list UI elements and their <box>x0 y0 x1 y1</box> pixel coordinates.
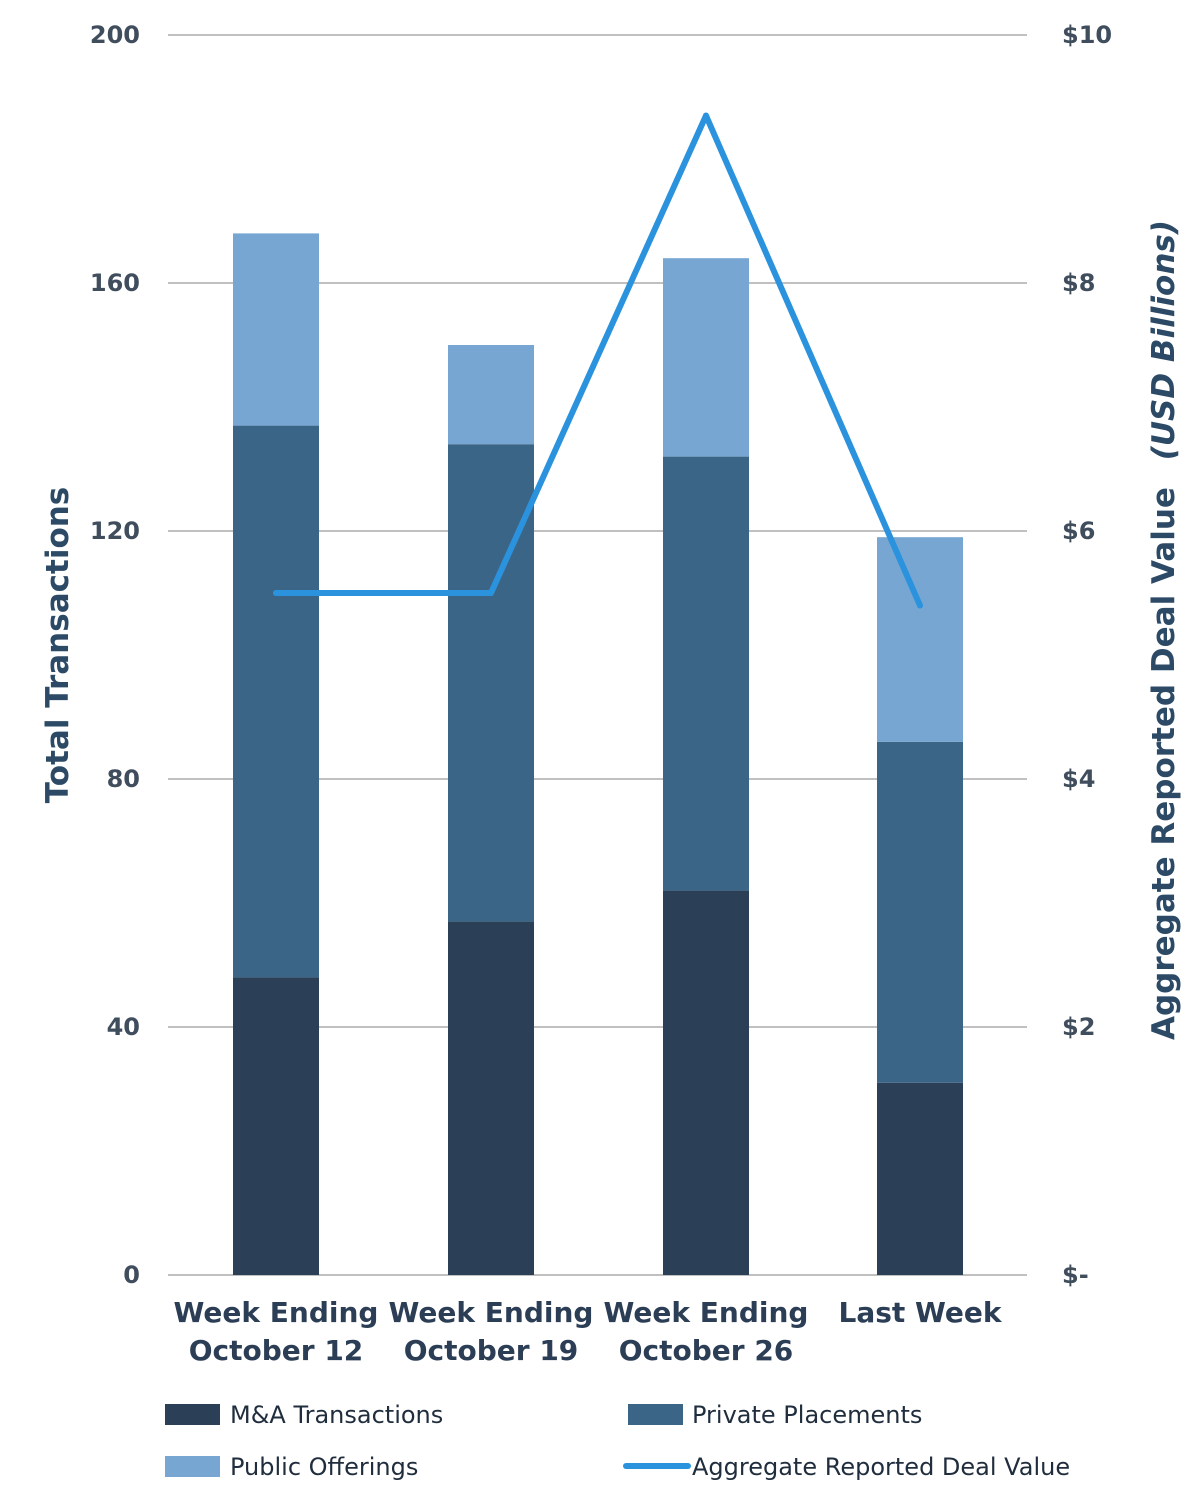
bar-segment-private <box>877 741 963 1083</box>
legend-label-line: Aggregate Reported Deal Value <box>692 1453 1070 1481</box>
right-axis-title-main: Aggregate Reported Deal Value <box>1146 487 1182 1040</box>
right-tick-label: $4 <box>1062 765 1095 793</box>
bar-segment-private <box>233 425 319 978</box>
category-label-line: October 26 <box>619 1334 794 1367</box>
category-label-line: Last Week <box>838 1296 1002 1329</box>
right-tick-label: $6 <box>1062 517 1095 545</box>
bar-segment-public <box>448 345 534 445</box>
category-label-line: Week Ending <box>389 1296 594 1329</box>
left-axis-ticks: 0 40 80 120 160 200 <box>90 21 140 1289</box>
right-tick-label: $8 <box>1062 269 1095 297</box>
bar-stacks <box>233 233 963 1275</box>
bar-segment-ma <box>448 921 534 1275</box>
left-tick-label: 40 <box>107 1013 140 1041</box>
category-label: Week Ending October 19 <box>389 1296 594 1367</box>
right-axis-title: Aggregate Reported Deal Value (USD Billi… <box>1146 220 1182 1040</box>
category-label: Week Ending October 12 <box>174 1296 379 1367</box>
legend-swatch-ma <box>165 1404 220 1425</box>
deal-value-point <box>488 590 494 596</box>
legend-label-ma: M&A Transactions <box>230 1401 443 1429</box>
bar-stack <box>663 258 749 1275</box>
right-axis-ticks: $- $2 $4 $6 $8 $10 <box>1062 21 1112 1289</box>
left-tick-label: 0 <box>123 1261 140 1289</box>
bar-segment-private <box>448 444 534 922</box>
bar-stack <box>233 233 319 1275</box>
deal-value-line <box>273 112 923 609</box>
deal-value-point <box>703 112 709 119</box>
left-axis-title: Total Transactions <box>40 487 76 804</box>
bar-stack <box>448 345 534 1275</box>
bar-segment-public <box>877 537 963 742</box>
bar-segment-public <box>663 258 749 457</box>
right-tick-label: $10 <box>1062 21 1112 49</box>
category-label-line: October 19 <box>404 1334 579 1367</box>
category-labels: Week Ending October 12 Week Ending October … <box>174 1296 1003 1367</box>
category-label-line: October 12 <box>189 1334 364 1367</box>
right-tick-label: $- <box>1062 1261 1089 1289</box>
left-tick-label: 80 <box>107 765 140 793</box>
deal-value-point <box>917 602 923 609</box>
bar-segment-ma <box>877 1082 963 1275</box>
left-tick-label: 160 <box>90 269 140 297</box>
bar-segment-public <box>233 233 319 426</box>
category-label-line: Week Ending <box>604 1296 809 1329</box>
legend: M&A Transactions Private Placements Publ… <box>165 1401 1070 1481</box>
right-axis-title-unit: (USD Billions) <box>1146 220 1182 460</box>
deal-value-point <box>273 590 279 596</box>
legend-label-private: Private Placements <box>692 1401 922 1429</box>
bar-segment-private <box>663 456 749 891</box>
category-label: Last Week <box>838 1296 1002 1329</box>
bar-segment-ma <box>233 977 319 1275</box>
left-tick-label: 120 <box>90 517 140 545</box>
legend-swatch-private <box>628 1404 683 1425</box>
right-tick-label: $2 <box>1062 1013 1095 1041</box>
category-label: Week Ending October 26 <box>604 1296 809 1367</box>
legend-swatch-public <box>165 1456 220 1477</box>
legend-label-public: Public Offerings <box>230 1453 418 1481</box>
left-tick-label: 200 <box>90 21 140 49</box>
deal-value-line-layer <box>273 112 923 609</box>
bar-stack <box>877 537 963 1275</box>
category-label-line: Week Ending <box>174 1296 379 1329</box>
bar-segment-ma <box>663 890 749 1275</box>
